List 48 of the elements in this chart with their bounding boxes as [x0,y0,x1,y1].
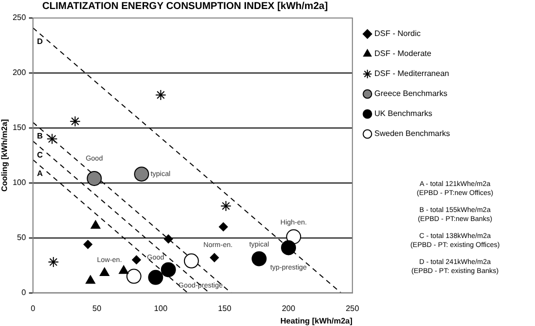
series-label: B [36,132,43,141]
point [160,262,176,278]
point [86,275,96,284]
series-label: C [36,150,43,160]
x-tick-label: 200 [282,304,296,313]
point [83,240,92,249]
point [164,234,173,244]
legend-label: DSF - Moderate [374,49,432,58]
legend-label: Sweden Benchmarks [374,129,450,138]
point [118,265,129,274]
x-tick-label: 50 [92,304,102,313]
y-tick-label: 250 [12,13,26,22]
chart-title: CLIMATIZATION ENERGY CONSUMPTION INDEX [kWh/m2a] [41,1,329,12]
point [155,89,166,100]
point [218,222,228,232]
point [86,170,102,186]
point [100,268,110,276]
legend-label: Greece Benchmarks [374,89,448,98]
series-label: A [36,169,43,178]
point [132,255,141,264]
point [148,270,164,285]
point [220,200,232,212]
point [126,268,142,284]
point [134,166,150,182]
point [48,256,59,268]
x-tick-label: 250 [346,304,360,313]
point [252,251,267,266]
x-axis-title: Heating [kWh/m2a] [280,316,353,326]
y-axis-title: Cooling [kWh/m2a] [0,118,10,192]
point [184,253,199,268]
point [281,240,296,256]
y-tick-label: 200 [12,68,26,78]
y-tick-label: 50 [17,233,26,242]
y-tick-label: 0 [21,288,26,298]
y-tick-label: 100 [12,178,26,188]
y-tick-label: 150 [12,123,26,132]
legend-label: DSF - Mediterranean [374,69,450,78]
x-tick-label: 150 [218,304,232,313]
point [46,133,58,144]
point [286,229,302,244]
series-label: D [36,37,43,46]
point [90,220,100,229]
x-tick-label: 100 [154,304,168,313]
legend-label: UK Benchmarks [374,109,432,118]
point [70,116,81,127]
x-tick-label: 0 [30,304,36,313]
legend-label: DSF - Nordic [374,29,421,38]
point [210,253,219,262]
